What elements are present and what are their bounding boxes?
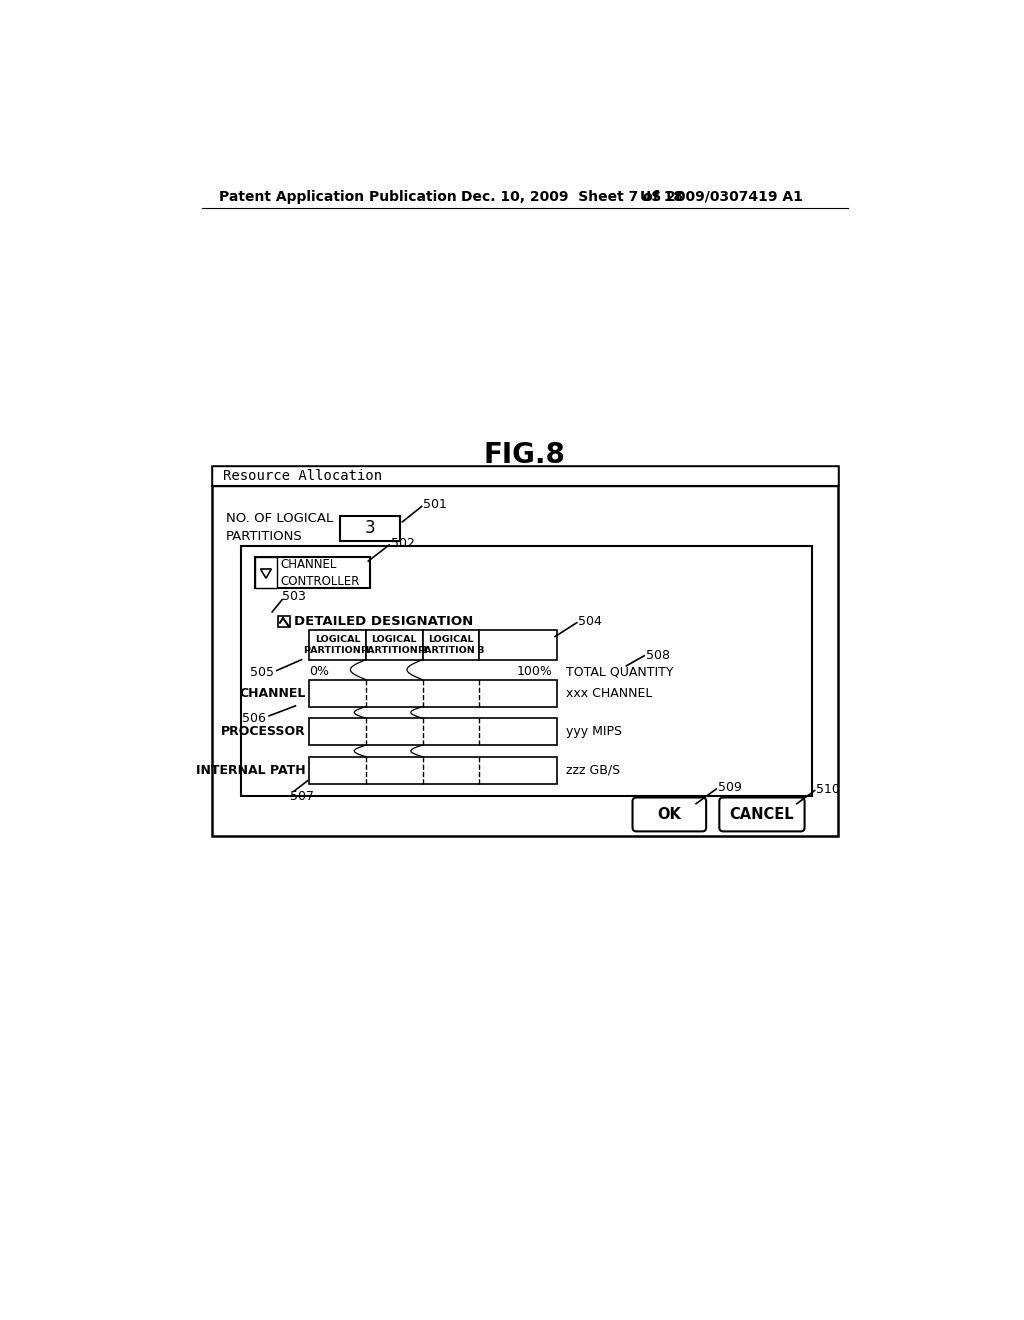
- Text: TOTAL QUANTITY: TOTAL QUANTITY: [566, 665, 674, 678]
- Text: 505: 505: [250, 667, 273, 680]
- Bar: [255, 557, 276, 589]
- Text: Dec. 10, 2009  Sheet 7 of 18: Dec. 10, 2009 Sheet 7 of 18: [461, 190, 683, 203]
- Bar: [423, 631, 479, 660]
- Text: 504: 504: [579, 615, 602, 628]
- Text: OK: OK: [657, 807, 681, 822]
- Text: 502: 502: [391, 537, 415, 550]
- Text: CANCEL: CANCEL: [730, 807, 795, 822]
- Text: 100%: 100%: [517, 665, 553, 678]
- FancyBboxPatch shape: [633, 797, 707, 832]
- Text: 509: 509: [718, 781, 741, 795]
- Bar: [212, 466, 838, 487]
- Text: LOGICAL
PARTITION 2: LOGICAL PARTITION 2: [360, 635, 428, 655]
- Text: CHANNEL
CONTROLLER: CHANNEL CONTROLLER: [281, 557, 360, 587]
- Bar: [309, 631, 366, 660]
- Text: DETAILED DESIGNATION: DETAILED DESIGNATION: [294, 615, 473, 628]
- Text: zzz GB/S: zzz GB/S: [566, 764, 620, 776]
- Bar: [309, 680, 557, 706]
- Text: 3: 3: [365, 519, 375, 537]
- Text: 506: 506: [242, 711, 266, 725]
- Bar: [309, 718, 557, 744]
- Text: Patent Application Publication: Patent Application Publication: [219, 190, 457, 203]
- Text: PROCESSOR: PROCESSOR: [221, 725, 305, 738]
- Text: 510: 510: [816, 783, 840, 796]
- Text: US 2009/0307419 A1: US 2009/0307419 A1: [640, 190, 803, 203]
- Text: LOGICAL
PARTITION 1: LOGICAL PARTITION 1: [304, 635, 371, 655]
- Text: 507: 507: [290, 791, 314, 804]
- Text: NO. OF LOGICAL
PARTITIONS: NO. OF LOGICAL PARTITIONS: [225, 512, 333, 544]
- Bar: [340, 516, 400, 541]
- Bar: [479, 631, 557, 660]
- Polygon shape: [260, 569, 271, 578]
- Text: 508: 508: [646, 648, 670, 661]
- Bar: [366, 631, 423, 660]
- Bar: [212, 466, 838, 836]
- Bar: [255, 557, 370, 589]
- Text: yyy MIPS: yyy MIPS: [566, 725, 622, 738]
- Text: CHANNEL: CHANNEL: [239, 686, 305, 700]
- Text: xxx CHANNEL: xxx CHANNEL: [566, 686, 652, 700]
- Bar: [241, 545, 812, 796]
- Text: LOGICAL
PARTITION 3: LOGICAL PARTITION 3: [418, 635, 484, 655]
- Text: INTERNAL PATH: INTERNAL PATH: [196, 764, 305, 776]
- Text: Resource Allocation: Resource Allocation: [222, 470, 382, 483]
- Text: 0%: 0%: [309, 665, 330, 678]
- Bar: [279, 616, 290, 627]
- Text: 503: 503: [283, 590, 306, 603]
- Bar: [309, 756, 557, 784]
- Text: FIG.8: FIG.8: [484, 441, 565, 469]
- FancyBboxPatch shape: [719, 797, 805, 832]
- Text: 501: 501: [423, 499, 447, 511]
